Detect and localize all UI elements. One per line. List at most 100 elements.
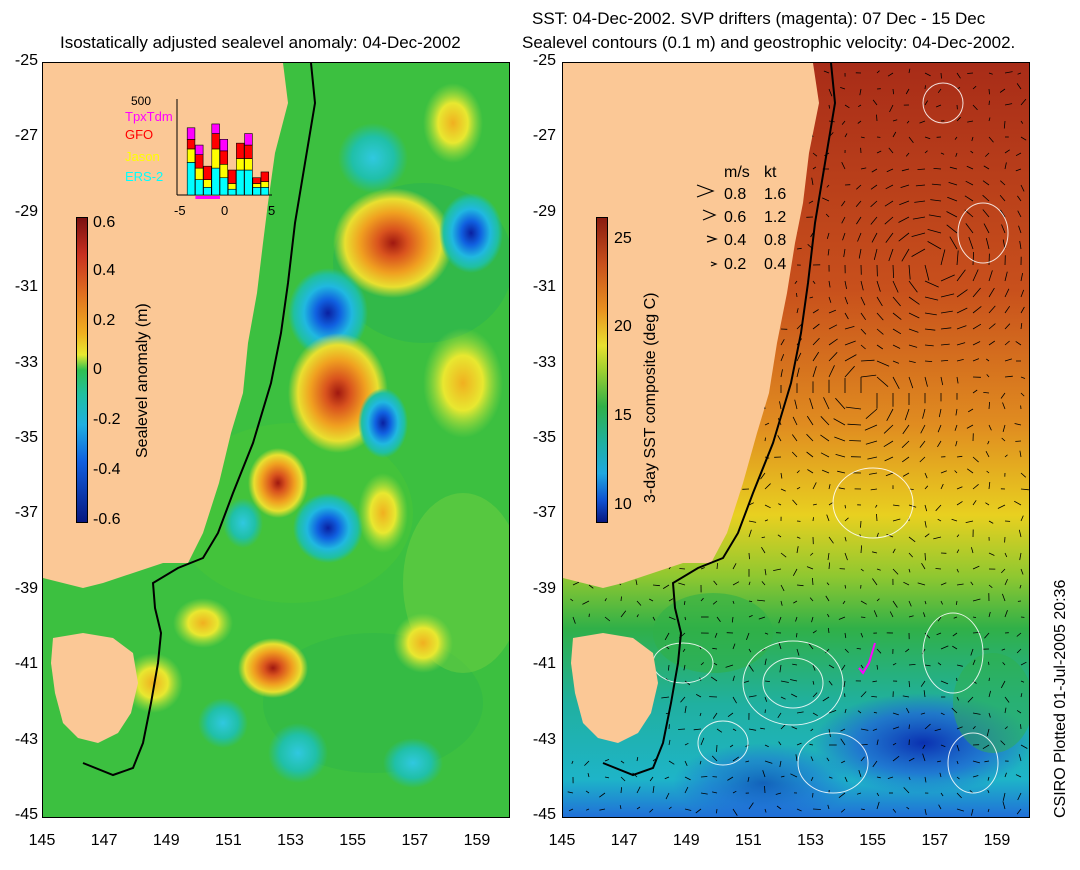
latitude-tick-label: -43 xyxy=(14,730,38,748)
longitude-tick-label: 159 xyxy=(463,832,491,849)
inset-bar-segment xyxy=(227,183,237,190)
inset-legend-ers2: ERS-2 xyxy=(125,169,164,184)
speed-legend-ms: 0.4 xyxy=(724,232,747,249)
latitude-tick-label: -27 xyxy=(14,127,38,145)
sealevel-anomaly-map xyxy=(42,62,510,818)
latitude-tick-label: -29 xyxy=(14,202,38,220)
longitude-tick-label: 149 xyxy=(672,832,700,849)
inset-bar-segment xyxy=(252,177,261,184)
inset-bar-segment xyxy=(203,187,212,196)
inset-legend-gfo: GFO xyxy=(125,127,154,142)
latitude-tick-label: -41 xyxy=(532,655,556,673)
inset-bar-segment xyxy=(186,127,196,140)
warm-eddy xyxy=(333,188,453,298)
latitude-tick-label: -25 xyxy=(14,52,38,69)
colorbar-tick: -0.2 xyxy=(93,411,121,428)
right-map-title-line1: SST: 04-Dec-2002. SVP drifters (magenta)… xyxy=(532,9,986,28)
longitude-tick-label: 153 xyxy=(797,832,824,849)
inset-bar-segment xyxy=(219,163,228,179)
colorbar-tick: 0.4 xyxy=(93,262,116,279)
longitude-tick-label: 155 xyxy=(859,832,886,849)
latitude-tick-label: -33 xyxy=(532,353,556,371)
speed-legend-header-kt: kt xyxy=(764,164,777,181)
latitude-tick-label: -43 xyxy=(532,730,556,748)
longitude-tick-label: 145 xyxy=(548,832,576,849)
inset-bar-segment xyxy=(211,148,220,169)
inset-bar-segment xyxy=(186,148,196,163)
colorbar-tick: 15 xyxy=(614,407,632,424)
australia-landmass xyxy=(563,63,819,588)
longitude-tick-label: 155 xyxy=(339,832,366,849)
svp-drifter-track xyxy=(858,642,876,675)
inset-bar-segment xyxy=(227,188,237,196)
speed-legend-ms: 0.8 xyxy=(724,186,747,203)
warm-eddy xyxy=(248,448,308,518)
sealevel-contours xyxy=(652,82,1009,794)
inset-bar-segment xyxy=(219,150,228,165)
latitude-tick-label: -39 xyxy=(532,579,556,597)
longitude-tick-label: 147 xyxy=(90,832,118,849)
inset-bar-segment xyxy=(227,169,237,184)
latitude-tick-label: -31 xyxy=(14,278,38,296)
plot-credit: CSIRO Plotted 01-Jul-2005 20:36 xyxy=(1052,579,1069,818)
inset-bar-segment xyxy=(260,181,269,188)
longitude-tick-label: 157 xyxy=(401,832,429,849)
shelf-contour xyxy=(602,63,837,777)
longitude-tick-label: 149 xyxy=(152,832,180,849)
sst-canvas xyxy=(563,63,1029,817)
inset-bar-segment xyxy=(203,179,212,188)
inset-date-window xyxy=(195,196,220,199)
colorbar-tick: -0.6 xyxy=(93,511,121,528)
speed-legend-kt: 0.8 xyxy=(764,232,787,249)
latitude-tick-label: -31 xyxy=(532,278,556,296)
latitude-tick-label: -27 xyxy=(532,127,556,145)
inset-bar-segment xyxy=(244,144,253,159)
tasmania-landmass xyxy=(571,633,658,743)
latitude-tick-label: -37 xyxy=(14,504,38,522)
colorbar-tick: -0.4 xyxy=(93,461,121,478)
sealevel-colorbar xyxy=(76,217,88,523)
latitude-tick-label: -45 xyxy=(532,806,556,823)
warm-eddy xyxy=(238,638,308,698)
inset-bar-segment xyxy=(260,187,269,196)
inset-bar-segment xyxy=(195,167,204,180)
speed-legend-ms: 0.6 xyxy=(724,209,747,226)
sst-colorbar xyxy=(596,217,608,523)
tasmania-landmass xyxy=(51,633,138,743)
inset-bar-segment xyxy=(244,158,253,171)
inset-legend-tpxtdm: TpxTdm xyxy=(125,109,173,124)
colorbar-label: 3-day SST composite (deg C) xyxy=(642,292,659,503)
colorbar-tick: 20 xyxy=(614,318,632,335)
inset-bar-segment xyxy=(195,154,204,169)
left-map-title: Isostatically adjusted sealevel anomaly:… xyxy=(60,33,461,52)
inset-bar-segment xyxy=(219,139,228,152)
colorbar-tick: 0.2 xyxy=(93,312,116,329)
right-map-title-line2: Sealevel contours (0.1 m) and geostrophi… xyxy=(522,33,1016,52)
latitude-tick-label: -35 xyxy=(532,429,556,446)
speed-legend-header-ms: m/s xyxy=(724,164,750,181)
inset-bar-segment xyxy=(244,169,253,196)
longitude-tick-label: 145 xyxy=(28,832,56,849)
colorbar-tick: 25 xyxy=(614,230,632,247)
satellite-count-inset xyxy=(176,99,272,199)
inset-bar-segment xyxy=(252,187,261,196)
colorbar-label: Sealevel anomaly (m) xyxy=(134,303,151,458)
inset-legend-jason: Jason xyxy=(125,149,160,164)
inset-ymax-label: 500 xyxy=(131,94,152,108)
colorbar-tick: 0 xyxy=(93,361,102,378)
latitude-tick-label: -39 xyxy=(14,579,38,597)
latitude-tick-label: -25 xyxy=(532,52,556,69)
inset-bar-segment xyxy=(186,162,196,196)
geostrophic-velocity-vectors xyxy=(567,68,1029,816)
inset-bar-segment xyxy=(195,179,204,196)
inset-bar-segment xyxy=(195,144,204,155)
longitude-tick-label: 153 xyxy=(277,832,304,849)
cold-eddy xyxy=(293,493,363,563)
longitude-tick-label: 157 xyxy=(921,832,949,849)
inset-bar-segment xyxy=(219,177,228,196)
latitude-tick-label: -37 xyxy=(532,504,556,522)
speed-legend-kt: 1.6 xyxy=(764,186,787,203)
latitude-tick-label: -29 xyxy=(532,202,556,220)
inset-bar-segment xyxy=(260,171,269,182)
inset-bar-segment xyxy=(236,158,245,171)
